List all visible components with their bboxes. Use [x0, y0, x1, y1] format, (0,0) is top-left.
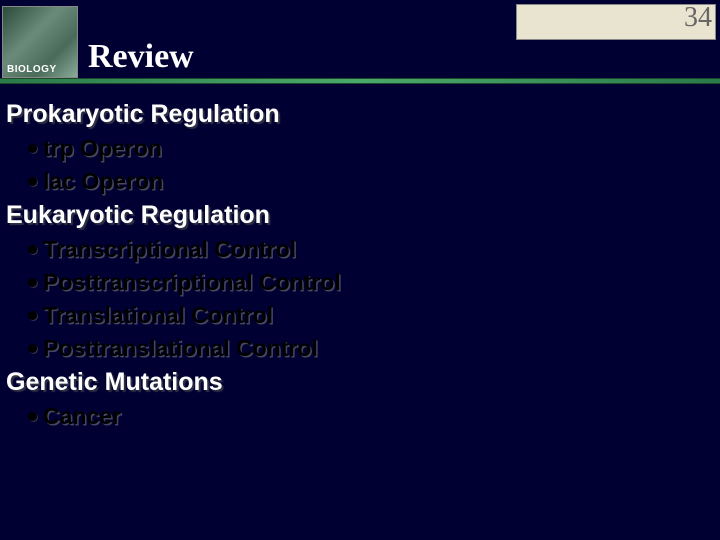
bullet-item: Transcriptional Control: [28, 236, 714, 263]
bullet-text: trp Operon: [43, 135, 162, 162]
bullet-text: Transcriptional Control: [43, 236, 296, 263]
textbook-logo: BIOLOGY: [2, 6, 78, 78]
page-number: 34: [684, 2, 712, 34]
bullet-text: Posttranslational Control: [43, 335, 318, 362]
section-heading: Prokaryotic Regulation: [6, 100, 714, 129]
bullet-item: Posttranscriptional Control: [28, 269, 714, 296]
bullet-item: Cancer: [28, 403, 714, 430]
bullet-text: lac Operon: [43, 168, 163, 195]
bullet-icon: [28, 344, 37, 353]
logo-label: BIOLOGY: [7, 64, 57, 75]
slide-header: BIOLOGY Review 34: [0, 0, 720, 78]
bullet-text: Translational Control: [43, 302, 273, 329]
bullet-icon: [28, 177, 37, 186]
bullet-item: Translational Control: [28, 302, 714, 329]
bullet-text: Posttranscriptional Control: [43, 269, 341, 296]
bullet-icon: [28, 245, 37, 254]
bullet-icon: [28, 311, 37, 320]
bullet-icon: [28, 412, 37, 421]
bullet-item: trp Operon: [28, 135, 714, 162]
slide-content: Prokaryotic Regulation trp Operon lac Op…: [0, 84, 720, 430]
bullet-item: lac Operon: [28, 168, 714, 195]
bullet-text: Cancer: [43, 403, 121, 430]
slide-title: Review: [88, 38, 194, 76]
bullet-item: Posttranslational Control: [28, 335, 714, 362]
section-heading: Eukaryotic Regulation: [6, 201, 714, 230]
bullet-icon: [28, 144, 37, 153]
section-heading: Genetic Mutations: [6, 368, 714, 397]
bullet-icon: [28, 278, 37, 287]
